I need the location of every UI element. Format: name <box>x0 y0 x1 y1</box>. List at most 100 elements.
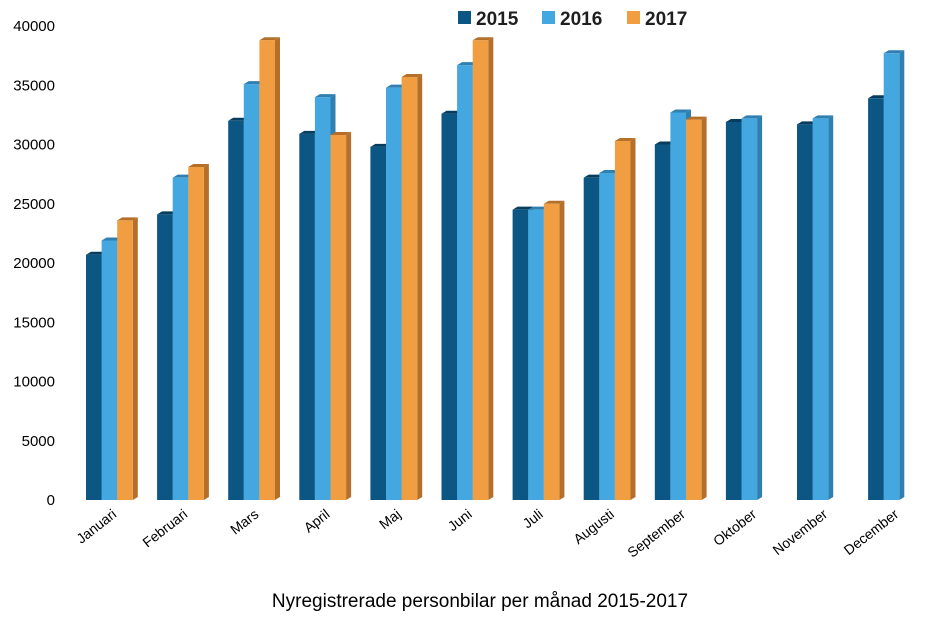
bar-2017-maj <box>401 73 423 500</box>
x-tick-label: Augusti <box>570 506 617 547</box>
x-tick-label: September <box>624 506 688 561</box>
bar-top <box>157 211 178 215</box>
bar-side <box>630 137 636 500</box>
x-tick-label: November <box>769 506 830 559</box>
bar-top <box>314 94 336 98</box>
bar-2016-oktober <box>741 115 763 501</box>
bar-front <box>370 146 386 500</box>
bar-side <box>828 115 834 501</box>
bar-front <box>812 118 829 501</box>
bar-group-april <box>299 94 352 500</box>
legend-swatch <box>627 11 640 24</box>
bar-group-maj <box>370 73 423 501</box>
bar-front <box>883 53 900 500</box>
bar-top <box>228 117 249 121</box>
bar-top <box>259 37 280 41</box>
bar-top <box>686 116 707 120</box>
bar-top <box>299 130 320 134</box>
legend-item-2017: 2017 <box>627 9 687 30</box>
bar-top <box>401 73 423 77</box>
legend-swatch <box>458 11 471 24</box>
bar-2017-juni <box>472 37 494 500</box>
bar-front <box>741 118 758 501</box>
bar-group-september <box>654 109 707 501</box>
bar-top <box>543 200 565 204</box>
bar-side <box>701 116 707 501</box>
bar-top <box>599 169 620 173</box>
x-tick-label: December <box>841 506 902 559</box>
y-tick-label: 40000 <box>13 18 55 35</box>
bar-side <box>275 37 280 500</box>
bar-top <box>243 81 265 85</box>
bar-front <box>725 121 742 501</box>
bar-front <box>686 119 702 501</box>
y-tick-label: 30000 <box>13 137 55 154</box>
bar-group-december <box>868 50 905 500</box>
x-tick-label: Oktober <box>710 506 759 549</box>
bar-top <box>797 121 818 125</box>
y-tick-label: 5000 <box>22 433 55 450</box>
bar-side <box>417 73 423 500</box>
bar-2017-september <box>686 116 707 501</box>
bar-top <box>441 110 463 114</box>
bar-front <box>259 40 275 500</box>
bar-group-mars <box>228 37 280 501</box>
y-tick-label: 15000 <box>13 314 55 331</box>
y-tick-label: 10000 <box>13 374 55 391</box>
bar-side <box>132 217 138 500</box>
y-tick-label: 20000 <box>13 255 55 272</box>
bar-front <box>868 98 884 500</box>
bar-side <box>899 50 905 500</box>
bar-group-oktober <box>725 115 763 501</box>
bar-group-juni <box>441 37 494 500</box>
bar-top <box>512 206 534 210</box>
legend-swatch <box>542 11 555 24</box>
bars <box>86 37 905 501</box>
bar-front <box>528 209 544 501</box>
bar-top <box>883 50 905 54</box>
bar-front <box>654 144 671 500</box>
y-tick-label: 35000 <box>13 77 55 94</box>
bar-front <box>457 65 473 500</box>
bar-front <box>117 220 133 500</box>
bar-top <box>741 115 763 119</box>
bar-2017-februari <box>188 164 209 500</box>
bar-group-november <box>797 115 834 501</box>
x-tick-label: Februari <box>139 506 190 551</box>
bar-group-augusti <box>583 137 636 500</box>
bar-front <box>583 177 600 500</box>
bar-top <box>457 62 478 66</box>
bar-top <box>101 237 123 241</box>
bar-front <box>157 214 173 501</box>
legend-item-2016: 2016 <box>542 9 602 30</box>
bar-top <box>472 37 494 41</box>
bar-side <box>346 132 352 500</box>
bar-top <box>725 118 747 122</box>
bar-front <box>599 172 615 500</box>
legend: 2015 2016 2017 <box>458 9 687 30</box>
bar-front <box>797 124 813 500</box>
bar-top <box>86 251 107 255</box>
bar-side <box>559 200 565 500</box>
bar-2017-mars <box>259 37 280 500</box>
bar-front <box>101 240 118 501</box>
bar-top <box>583 174 605 178</box>
bar-front <box>299 133 315 500</box>
legend-item-2015: 2015 <box>458 9 519 30</box>
bar-side <box>488 37 494 500</box>
bar-top <box>670 109 691 113</box>
bar-top <box>370 143 391 147</box>
bar-top <box>528 206 549 210</box>
bar-front <box>670 112 686 500</box>
bar-2017-juli <box>543 200 565 500</box>
bar-front <box>86 254 102 500</box>
legend-label: 2015 <box>476 9 519 30</box>
x-tick-label: Januari <box>73 506 119 547</box>
x-tick-label: Mars <box>227 506 261 538</box>
bar-top <box>330 132 352 136</box>
y-axis: 0 5000 10000 15000 20000 25000 30000 35000 40000 <box>13 18 55 509</box>
bar-top <box>654 141 676 145</box>
bar-front <box>614 140 631 500</box>
bar-front <box>472 40 489 500</box>
bar-top <box>386 84 407 88</box>
